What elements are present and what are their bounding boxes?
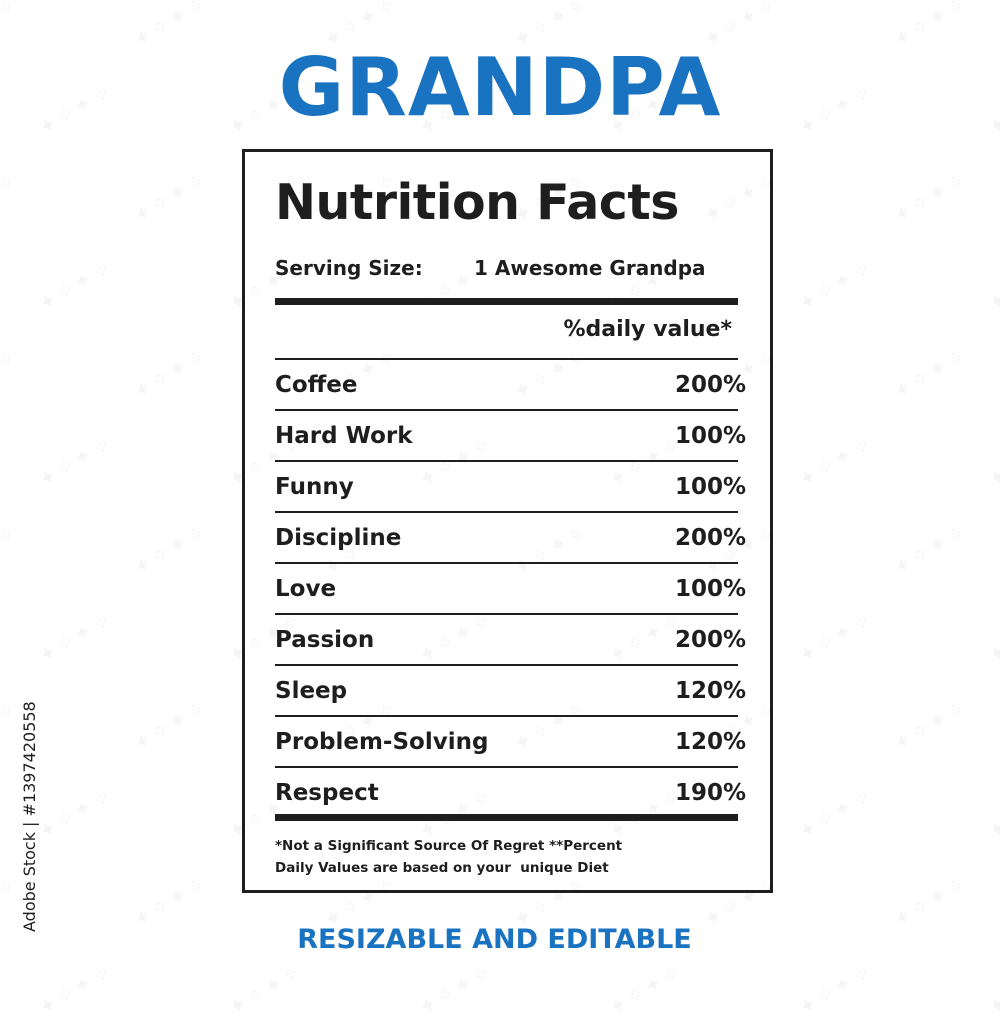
stock-id: Adobe Stock | #1397420558 [20, 701, 39, 932]
nutrient-value: 120% [674, 728, 746, 755]
nutrient-row: Coffee 200% [275, 358, 746, 409]
nutrient-value: 190% [674, 779, 746, 806]
watermark-mark: ✦✧✦✧ [0, 519, 23, 582]
nutrient-row: Funny 100% [275, 460, 746, 511]
nutrient-value: 100% [674, 473, 746, 500]
nutrient-row: Discipline 200% [275, 511, 746, 562]
watermark-mark: ✦✧✦✧ [984, 431, 1000, 494]
serving-size-value: 1 Awesome Grandpa [474, 256, 706, 280]
nutrient-name: Love [275, 575, 337, 602]
nutrient-row: Problem-Solving 120% [275, 715, 746, 766]
watermark-mark: ✦✧✦✧ [889, 343, 972, 406]
nutrient-name: Problem-Solving [275, 728, 489, 755]
watermark-mark: ✦✧✦✧ [34, 783, 117, 846]
watermark-mark: ✦✧✦✧ [984, 607, 1000, 670]
nutrient-value: 200% [674, 371, 746, 398]
watermark-mark: ✦✧✦✧ [889, 167, 972, 230]
nutrient-list: Coffee 200% Hard Work 100% Funny 100% Di… [275, 358, 746, 817]
nutrient-row: Sleep 120% [275, 664, 746, 715]
nutrient-name: Funny [275, 473, 354, 500]
watermark-mark: ✦✧✦✧ [984, 783, 1000, 846]
nutrient-name: Coffee [275, 371, 358, 398]
watermark-mark: ✦✧✦✧ [0, 343, 23, 406]
footnote-line: *Not a Significant Source Of Regret **Pe… [275, 838, 623, 854]
watermark-mark: ✦✧✦✧ [889, 695, 972, 758]
top-divider [275, 298, 738, 305]
nutrient-name: Sleep [275, 677, 348, 704]
watermark-mark: ✦✧✦✧ [34, 431, 117, 494]
watermark-mark: ✦✧✦✧ [794, 431, 877, 494]
nutrient-row: Passion 200% [275, 613, 746, 664]
watermark-mark: ✦✧✦✧ [224, 959, 307, 1022]
nutrient-name: Hard Work [275, 422, 413, 449]
nutrient-row: Love 100% [275, 562, 746, 613]
watermark-mark: ✦✧✦✧ [129, 343, 212, 406]
nutrient-value: 100% [674, 422, 746, 449]
nutrient-name: Respect [275, 779, 379, 806]
nutrient-name: Discipline [275, 524, 402, 551]
nutrient-row: Respect 190% [275, 766, 746, 817]
watermark-mark: ✦✧✦✧ [794, 255, 877, 318]
nutrient-row: Hard Work 100% [275, 409, 746, 460]
watermark-mark: ✦✧✦✧ [984, 959, 1000, 1022]
footnote: *Not a Significant Source Of Regret **Pe… [275, 835, 745, 879]
subtitle: RESIZABLE AND EDITABLE [297, 924, 692, 955]
nutrition-label: Nutrition Facts Serving Size: 1 Awesome … [242, 149, 773, 893]
nutrition-facts-heading: Nutrition Facts [275, 174, 679, 231]
watermark-mark: ✦✧✦✧ [34, 959, 117, 1022]
watermark-mark: ✦✧✦✧ [129, 519, 212, 582]
watermark-mark: ✦✧✦✧ [34, 255, 117, 318]
watermark-mark: ✦✧✦✧ [34, 607, 117, 670]
watermark-mark: ✦✧✦✧ [794, 959, 877, 1022]
daily-value-header: %daily value* [563, 317, 732, 342]
page-title: GRANDPA [278, 41, 722, 134]
watermark-mark: ✦✧✦✧ [414, 959, 497, 1022]
serving-size-label: Serving Size: [275, 256, 423, 280]
bottom-divider [275, 814, 738, 821]
watermark-mark: ✦✧✦✧ [794, 783, 877, 846]
watermark-mark: ✦✧✦✧ [0, 167, 23, 230]
nutrient-value: 100% [674, 575, 746, 602]
watermark-mark: ✦✧✦✧ [794, 607, 877, 670]
watermark-mark: ✦✧✦✧ [129, 167, 212, 230]
nutrient-value: 120% [674, 677, 746, 704]
nutrient-name: Passion [275, 626, 375, 653]
watermark-mark: ✦✧✦✧ [129, 695, 212, 758]
footnote-line: Daily Values are based on your unique Di… [275, 860, 609, 876]
nutrient-value: 200% [674, 626, 746, 653]
nutrient-value: 200% [674, 524, 746, 551]
watermark-mark: ✦✧✦✧ [604, 959, 687, 1022]
watermark-mark: ✦✧✦✧ [984, 255, 1000, 318]
watermark-mark: ✦✧✦✧ [889, 519, 972, 582]
